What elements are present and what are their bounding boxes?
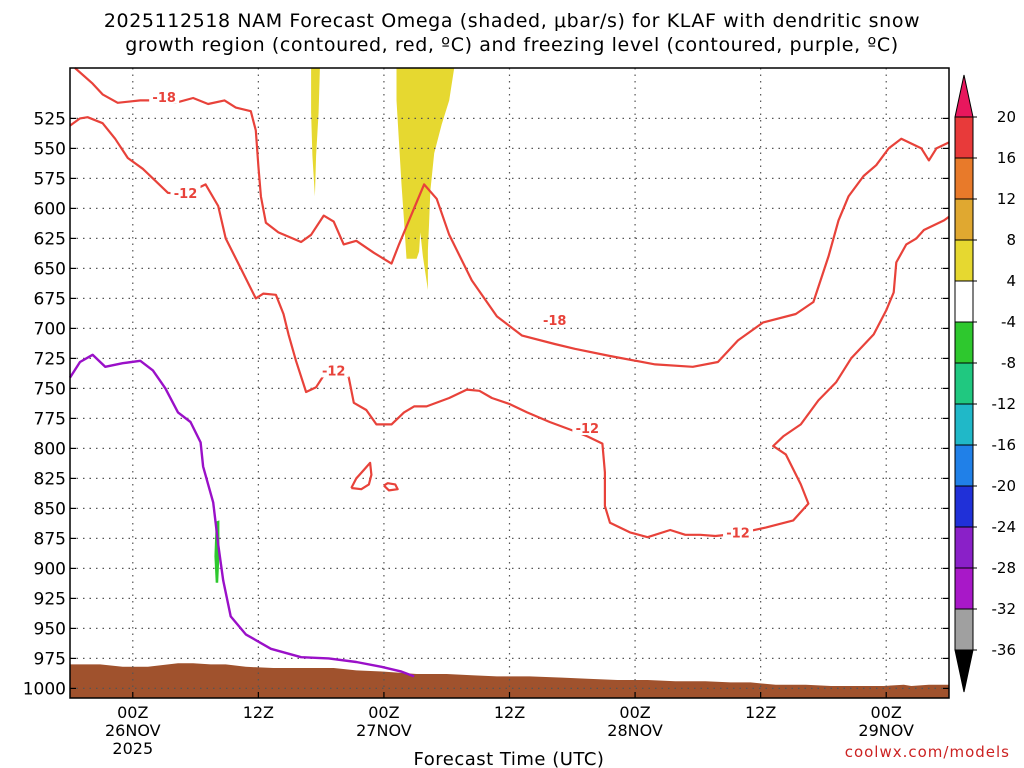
contour-label-bg-3 — [539, 312, 570, 327]
contour-label-3: -18 — [543, 314, 567, 329]
y-tick-label-600: 600 — [34, 199, 66, 219]
colorbar-segment-5 — [954, 321, 974, 364]
contour-dgz_minus12_blob — [350, 461, 373, 491]
contour-label-bg-0 — [149, 88, 180, 104]
colorbar-segment-10 — [954, 526, 974, 569]
x-tick-date-h20: 27NOV — [356, 721, 412, 740]
colorbar-label-11: -28 — [992, 559, 1017, 577]
y-tick-label-675: 675 — [34, 289, 66, 309]
y-tick-label-975: 975 — [34, 649, 66, 669]
colorbar-label-3: 8 — [1006, 231, 1016, 249]
contour-label-bg-4 — [572, 420, 603, 435]
y-tick-label-775: 775 — [34, 409, 66, 429]
colorbar-label-10: -24 — [992, 518, 1017, 536]
colorbar-label-0: 20 — [997, 108, 1016, 126]
colorbar-label-12: -32 — [992, 600, 1017, 618]
contour-label-4: -12 — [576, 422, 600, 437]
colorbar-bottom-arrow — [954, 649, 974, 693]
contour-label-0: -18 — [152, 91, 176, 106]
y-tick-label-750: 750 — [34, 379, 66, 399]
x-tick-date-h0: 26NOV — [105, 721, 161, 740]
x-tick-label-h40: 00Z — [619, 703, 650, 722]
x-tick-label-h10: 12Z — [243, 703, 274, 722]
colorbar-label-7: -12 — [992, 395, 1017, 413]
omega-shade-positive-right — [396, 68, 455, 290]
x-tick-label-h50: 12Z — [745, 703, 776, 722]
omega-shade-positive-left — [311, 68, 320, 197]
colorbar-segment-7 — [954, 403, 974, 446]
y-tick-label-525: 525 — [34, 109, 66, 129]
colorbar-segment-0 — [954, 116, 974, 159]
colorbar-segment-11 — [954, 567, 974, 610]
y-tick-label-850: 850 — [34, 499, 66, 519]
y-tick-label-550: 550 — [34, 139, 66, 159]
x-tick-label-h0: 00Z — [117, 703, 148, 722]
contour-label-5: -12 — [726, 526, 750, 541]
x-tick-date-h40: 28NOV — [607, 721, 663, 740]
x-tick-label-h60: 00Z — [871, 703, 902, 722]
colorbar-label-13: -36 — [992, 641, 1017, 659]
colorbar-label-8: -16 — [992, 436, 1017, 454]
colorbar-segment-1 — [954, 157, 974, 200]
y-tick-label-625: 625 — [34, 229, 66, 249]
y-tick-label-925: 925 — [34, 589, 66, 609]
site-credit[interactable]: coolwx.com/models — [844, 743, 1010, 761]
x-axis-label: Forecast Time (UTC) — [414, 749, 605, 768]
contour-label-2: -12 — [322, 364, 346, 379]
y-tick-label-650: 650 — [34, 259, 66, 279]
colorbar-segment-8 — [954, 444, 974, 487]
terrain-surface — [70, 663, 949, 698]
x-tick-label-h20: 00Z — [368, 703, 399, 722]
y-tick-label-825: 825 — [34, 469, 66, 489]
chart-title-line-2: growth region (contoured, red, ºC) and f… — [125, 34, 899, 56]
colorbar-segment-12 — [954, 608, 974, 651]
chart-title-line-1: 2025112518 NAM Forecast Omega (shaded, μ… — [103, 10, 921, 32]
colorbar-segment-2 — [954, 198, 974, 241]
colorbar-segment-4 — [954, 280, 974, 323]
colorbar-label-1: 16 — [997, 149, 1016, 167]
contour-label-1: -12 — [174, 187, 198, 202]
colorbar-label-6: -8 — [1001, 354, 1016, 372]
colorbar-label-9: -20 — [992, 477, 1017, 495]
y-tick-label-1000: 1000 — [23, 679, 66, 699]
x-tick-year-h0: 2025 — [112, 739, 153, 758]
colorbar-segment-3 — [954, 239, 974, 282]
x-tick-date-h60: 29NOV — [858, 721, 914, 740]
y-tick-label-725: 725 — [34, 349, 66, 369]
plot-frame — [69, 67, 950, 699]
y-tick-label-700: 700 — [34, 319, 66, 339]
y-tick-label-875: 875 — [34, 529, 66, 549]
x-tick-label-h30: 12Z — [494, 703, 525, 722]
contour-label-bg-2 — [318, 362, 349, 378]
contour-label-bg-5 — [723, 524, 754, 540]
colorbar-label-2: 12 — [997, 190, 1016, 208]
colorbar-segment-9 — [954, 485, 974, 528]
colorbar-top-arrow — [954, 74, 974, 118]
freezing-level-contour — [68, 353, 415, 678]
y-tick-label-575: 575 — [34, 169, 66, 189]
y-tick-label-950: 950 — [34, 619, 66, 639]
contour-dgz_minus18_upper — [74, 67, 950, 368]
contour-dgz_minus12_lower — [69, 116, 950, 539]
colorbar-label-5: -4 — [1001, 313, 1016, 331]
contour-dgz_minus12_blob2 — [383, 482, 399, 492]
y-tick-label-900: 900 — [34, 559, 66, 579]
contour-label-bg-1 — [170, 184, 201, 200]
y-tick-label-800: 800 — [34, 439, 66, 459]
colorbar-label-4: 4 — [1006, 272, 1016, 290]
colorbar-segment-6 — [954, 362, 974, 405]
